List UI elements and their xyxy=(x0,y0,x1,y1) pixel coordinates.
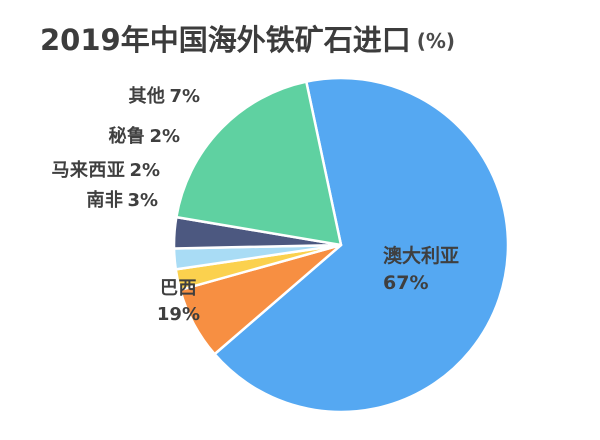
slice-label-australia: 澳大利亚 67% xyxy=(383,243,459,297)
slice-label-other: 其他 7% xyxy=(128,86,200,108)
slice-label-brazil-value: 19% xyxy=(156,304,200,325)
pie-slice xyxy=(175,80,343,247)
page-title: 2019年中国海外铁矿石进口 (%) xyxy=(40,20,455,61)
slice-label-brazil-name: 巴西 xyxy=(159,278,197,299)
slice-label-malaysia: 马来西亚 2% xyxy=(51,160,160,182)
slice-label-peru-value: 2% xyxy=(149,126,180,147)
slice-label-malaysia-name: 马来西亚 xyxy=(51,160,126,181)
slice-label-south-africa-name: 南非 xyxy=(86,190,124,211)
pie-slices-group xyxy=(172,76,510,414)
slice-label-australia-name: 澳大利亚 xyxy=(383,245,460,267)
slice-label-brazil: 巴西 19% xyxy=(157,276,200,328)
chart-title-unit: (%) xyxy=(416,29,456,53)
chart-title-text: 2019年中国海外铁矿石进口 xyxy=(40,23,411,57)
slice-label-south-africa-value: 3% xyxy=(127,190,158,211)
slice-label-peru: 秘鲁 2% xyxy=(108,126,180,148)
slice-label-peru-name: 秘鲁 xyxy=(108,126,146,147)
slice-label-australia-value: 67% xyxy=(383,272,429,294)
slice-label-other-name: 其他 xyxy=(128,86,166,107)
slice-label-other-value: 7% xyxy=(169,86,200,107)
slice-label-malaysia-value: 2% xyxy=(129,160,160,181)
slice-label-south-africa: 南非 3% xyxy=(86,190,158,212)
pie-slice xyxy=(213,76,510,414)
